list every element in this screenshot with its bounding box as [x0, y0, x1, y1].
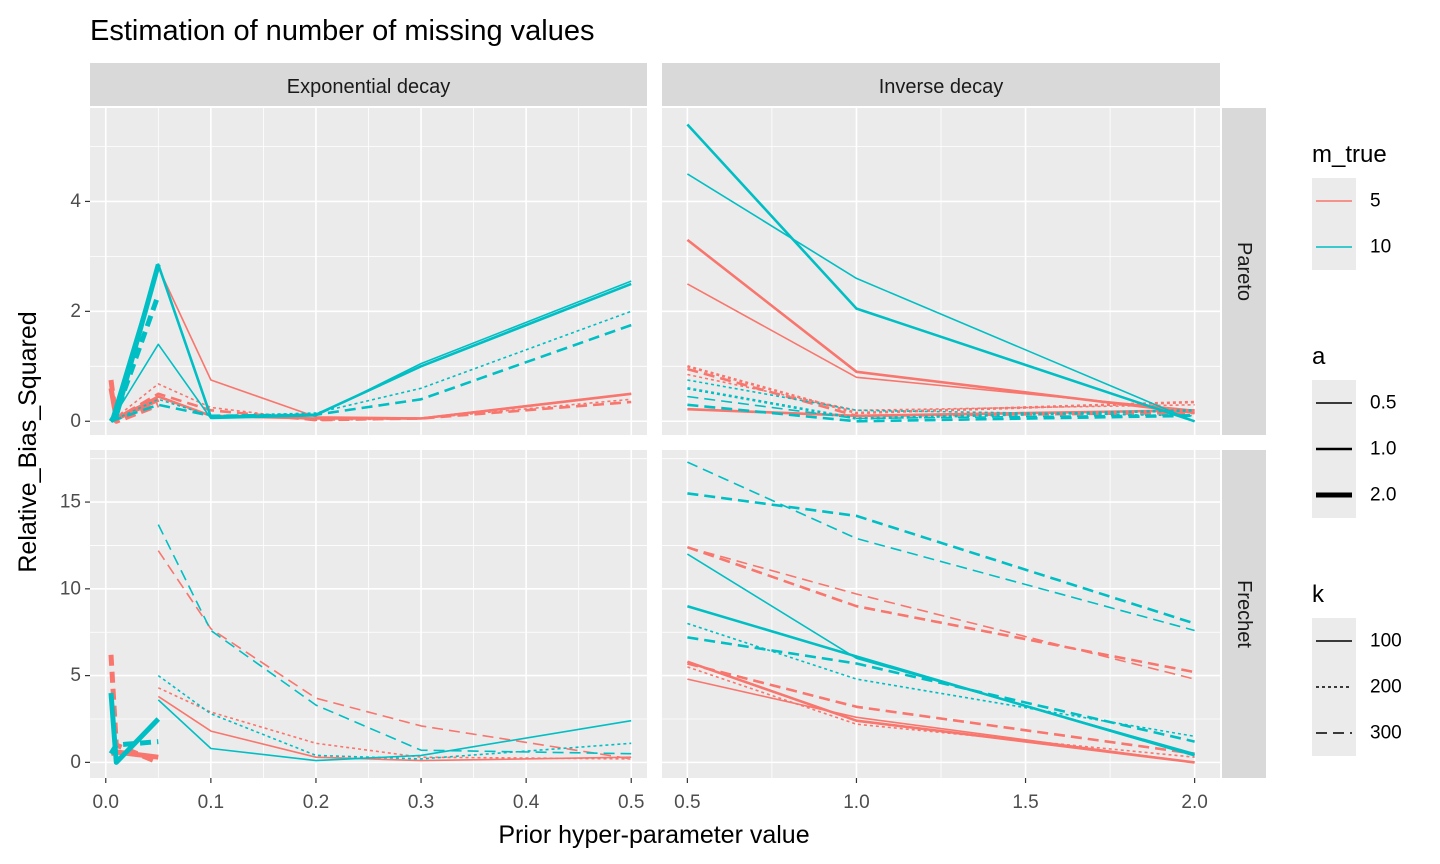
facet-strip-inverse-decay	[662, 63, 1220, 106]
facet-strip-frechet	[1222, 450, 1266, 778]
y-tick-label: 0	[70, 752, 81, 773]
series-line-m10-a1_0-k300	[687, 636, 1195, 743]
series-line-m10-a0_5-k300	[687, 461, 1195, 632]
legend-label: 100	[1370, 631, 1402, 652]
series-line-m5-a0_5-k200	[157, 687, 632, 760]
series-line-m5-a1_0-k300	[686, 545, 1195, 674]
facet-strip-exponential-decay	[90, 63, 647, 106]
series-line-m10-a0_5-k300	[157, 524, 632, 755]
legend-title: a	[1312, 343, 1326, 370]
series-line-m10-a1_0-k300	[687, 403, 1195, 423]
legend-label: 5	[1370, 191, 1381, 212]
series-line-m10-a0_5-k100	[157, 699, 632, 762]
legend-m-true: m_true 5 10	[1312, 141, 1391, 270]
facet-label-frechet: Frechet	[1233, 580, 1255, 648]
series-line-m10-a1_0-k300	[687, 492, 1195, 625]
y-axis-label: Relative_Bias_Squared	[14, 311, 42, 572]
series-line-m5-a1_0-k200	[687, 365, 1195, 415]
series-line-m10-a2_0-k300	[108, 294, 161, 423]
series-line-m10-a2_0-k300	[108, 739, 159, 756]
facet-label-inverse-decay: Inverse decay	[879, 76, 1004, 98]
series-line-m5-a1_0-k100	[686, 660, 1195, 764]
x-tick-label: 0.4	[513, 792, 540, 813]
panel-frechet-exponential-decay: 0 5 10 15 0.0 0.1 0.2 0.3 0.4 0.5	[60, 450, 647, 813]
x-tick-label: 1.0	[843, 792, 869, 813]
facet-label-pareto: Pareto	[1233, 242, 1255, 301]
series-line-m5-a0_5-k300	[157, 550, 632, 760]
legend-k: k 100 200 300	[1312, 581, 1402, 756]
series-line-m5-a1_0-k100	[686, 238, 1195, 415]
series-line-m5-a0_5-k200	[687, 373, 1195, 412]
series-line-m10-a0_5-k200	[157, 674, 632, 760]
y-tick-label: 4	[70, 191, 81, 212]
panel-grid: Exponential decay Inverse decay Pareto Frec…	[60, 63, 1266, 813]
x-tick-label: 0.1	[198, 792, 224, 813]
x-tick-label: 1.5	[1012, 792, 1038, 813]
legend-title: m_true	[1312, 141, 1387, 168]
series-line-m10-a0_5-k100	[110, 280, 632, 422]
x-tick-label: 0.0	[93, 792, 119, 813]
legend-title: k	[1312, 581, 1325, 608]
legend-label: 300	[1370, 723, 1402, 744]
panel-frechet-inverse-decay: 0.5 1.0 1.5 2.0	[662, 450, 1220, 813]
series-line-m10-a2_0-k100	[108, 692, 161, 765]
y-tick-label: 2	[70, 301, 81, 322]
legend-label: 200	[1370, 677, 1402, 698]
series-line-m5-a0_5-k300	[687, 546, 1195, 680]
panel-pareto-inverse-decay	[662, 108, 1220, 435]
series-line-m10-a0_5-k300	[687, 395, 1195, 420]
facet-strip-pareto	[1222, 108, 1266, 435]
x-tick-label: 2.0	[1181, 792, 1207, 813]
legend-label: 10	[1370, 237, 1391, 258]
legend-label: 0.5	[1370, 393, 1396, 414]
legend-a: a 0.5 1.0 2.0	[1312, 343, 1396, 518]
series-line-m5-a0_5-k100	[157, 695, 632, 762]
x-tick-label: 0.5	[618, 792, 644, 813]
x-tick-label: 0.3	[408, 792, 434, 813]
series-line-m5-a1_0-k300	[687, 662, 1195, 755]
series-line-m5-a0_5-k200	[110, 383, 632, 422]
series-line-m10-a1_0-k100	[686, 123, 1196, 423]
series-line-m10-a1_0-k300	[110, 323, 632, 423]
chart-title: Estimation of number of missing values	[90, 15, 595, 47]
x-axis-label: Prior hyper-parameter value	[498, 821, 809, 849]
x-tick-label: 0.2	[303, 792, 329, 813]
series-line-m10-a1_0-k100	[687, 604, 1195, 757]
legend-label: 1.0	[1370, 439, 1396, 460]
panel-pareto-exponential-decay: 0 2 4	[70, 108, 647, 435]
legend: m_true 5 10 a 0.5 1.0 2.0 k 100 200 300	[1312, 141, 1402, 756]
y-tick-label: 0	[70, 411, 81, 432]
series-line-m10-a0_5-k100	[686, 173, 1195, 423]
y-tick-label: 15	[60, 492, 81, 513]
series-line-m10-a1_0-k200	[687, 387, 1195, 420]
x-tick-label: 0.5	[674, 792, 700, 813]
series-line-m10-a0_5-k200	[110, 310, 632, 423]
facet-label-exponential-decay: Exponential decay	[287, 76, 450, 98]
legend-label: 2.0	[1370, 485, 1396, 506]
y-tick-label: 5	[70, 665, 81, 686]
y-tick-label: 10	[60, 578, 81, 599]
